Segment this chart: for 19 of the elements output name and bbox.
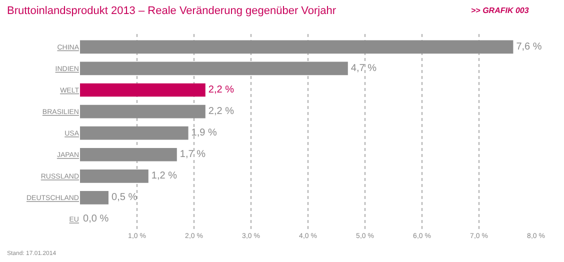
bar: [80, 83, 206, 97]
data-label: 0,0 %: [83, 214, 109, 225]
data-label: 2,2 %: [208, 84, 234, 96]
bar: [80, 126, 188, 140]
chart-title: Bruttoinlandsprodukt 2013 – Reale Veränderung gegenüber Vorjahr: [7, 5, 336, 17]
data-label: 0,5 %: [112, 192, 138, 204]
bar: [80, 40, 514, 54]
data-label: 4,7 %: [350, 62, 377, 74]
bar: [80, 62, 348, 76]
bar: [80, 148, 177, 162]
data-label: 1,7 %: [180, 149, 206, 160]
chart-subtitle: >> GRAFIK 003: [471, 6, 530, 15]
data-label: 2,2 %: [208, 106, 234, 118]
bar: [80, 169, 148, 183]
bar: [80, 104, 206, 118]
data-label: 7,6 %: [516, 41, 542, 52]
bar: [80, 191, 108, 204]
data-label: 1,9 %: [191, 128, 217, 139]
data-label: 1,2 %: [151, 170, 178, 182]
